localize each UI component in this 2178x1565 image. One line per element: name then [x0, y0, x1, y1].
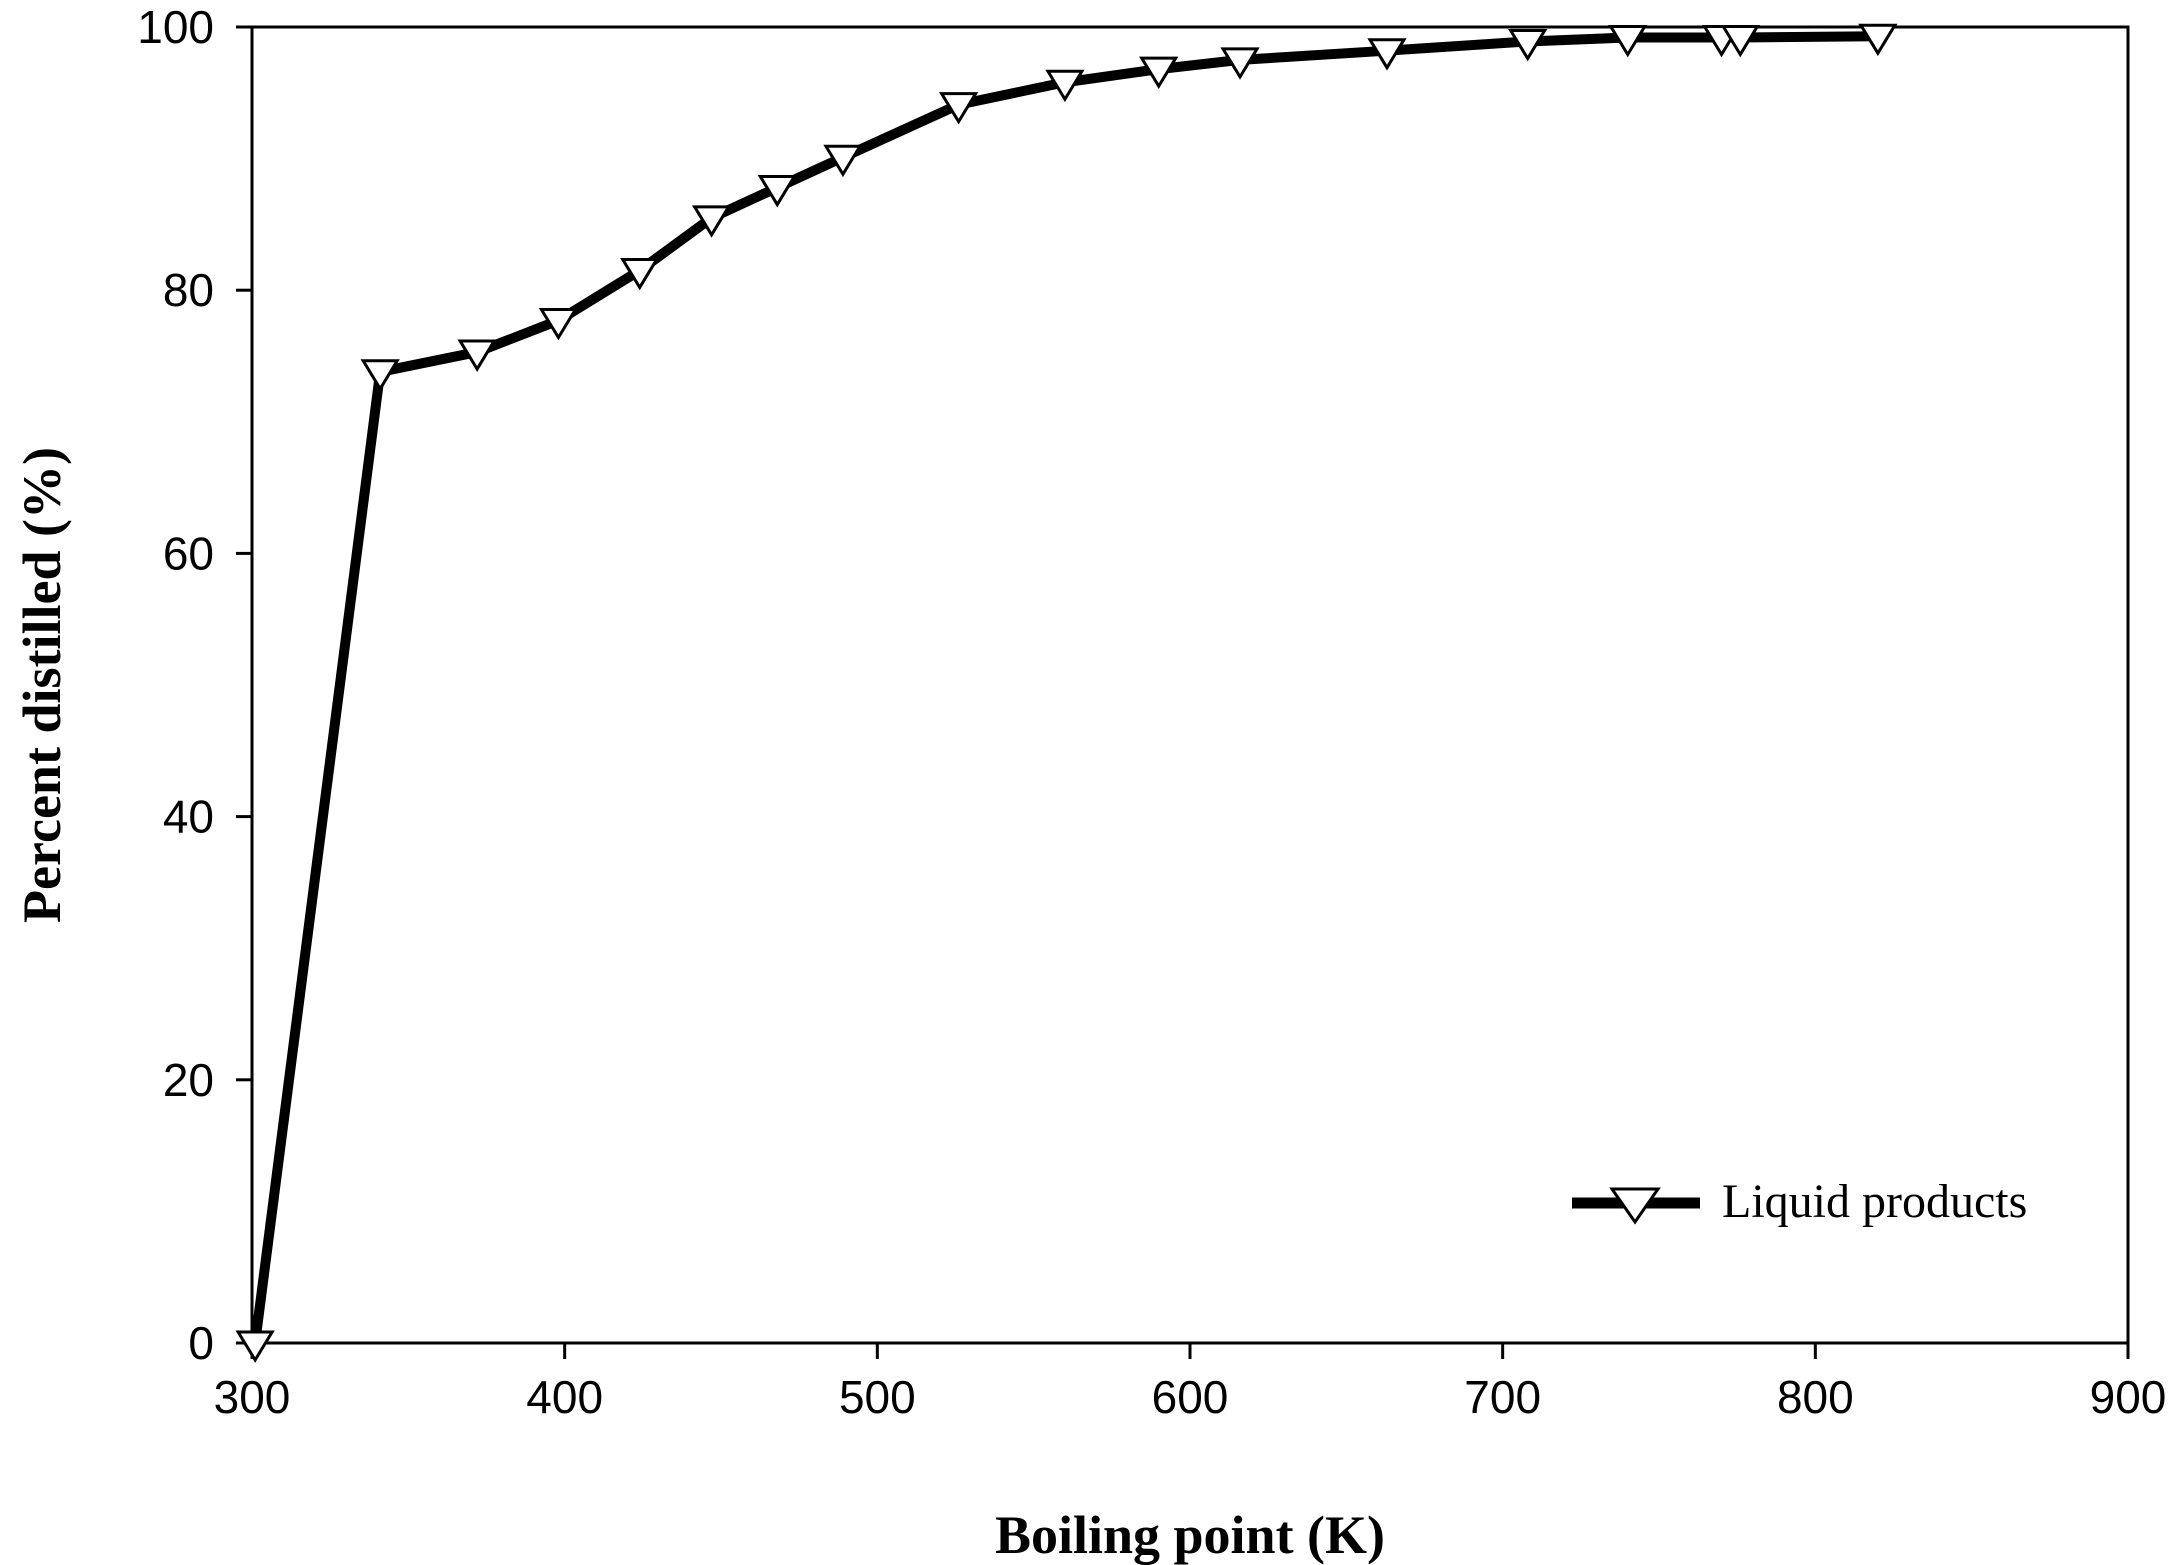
data-point-marker: [1858, 23, 1898, 57]
data-point-marker: [360, 359, 400, 392]
data-point-marker: [823, 144, 863, 178]
y-tick-label: 100: [137, 1, 214, 53]
data-point-marker: [235, 1330, 275, 1363]
x-tick-label: 300: [214, 1371, 291, 1423]
data-point-marker: [1139, 56, 1179, 90]
x-axis: 300 400 500 600 700 800 900: [214, 1343, 2167, 1423]
data-point-marker: [1720, 25, 1760, 58]
data-point-marker: [1508, 28, 1548, 62]
x-tick-label: 500: [839, 1371, 916, 1423]
data-point-marker: [538, 307, 579, 341]
y-tick-label: 0: [188, 1317, 214, 1369]
y-tick-label: 80: [163, 264, 214, 316]
x-tick-label: 600: [1152, 1371, 1229, 1423]
x-tick-label: 800: [1777, 1371, 1854, 1423]
x-tick-label: 700: [1464, 1371, 1541, 1423]
x-tick-label: 900: [2090, 1371, 2167, 1423]
data-point-marker: [1045, 69, 1085, 103]
data-point-marker: [691, 205, 732, 238]
y-tick-label: 60: [163, 527, 214, 579]
y-tick-label: 20: [163, 1054, 214, 1106]
x-axis-title: Boiling point (K): [995, 1505, 1385, 1565]
legend-marker: [1609, 1187, 1661, 1225]
data-point-marker: [757, 175, 797, 208]
y-axis: 0 20 40 60 80 100: [137, 1, 252, 1369]
y-axis-title: Percent distilled (%): [12, 447, 72, 923]
plot-area-frame: [250, 25, 2130, 1345]
x-tick-label: 400: [526, 1371, 603, 1423]
data-point-marker: [457, 339, 497, 372]
series-layer: [235, 23, 1898, 1363]
legend: Liquid products: [1572, 1175, 2027, 1228]
legend-label: Liquid products: [1722, 1175, 2027, 1228]
data-point-marker: [938, 92, 979, 125]
y-tick-label: 40: [163, 791, 214, 843]
data-point-marker: [1608, 25, 1648, 58]
series-line: [250, 31, 1878, 1344]
data-point-marker: [1367, 38, 1407, 71]
data-point-marker: [620, 257, 660, 291]
data-point-marker: [1220, 47, 1260, 80]
